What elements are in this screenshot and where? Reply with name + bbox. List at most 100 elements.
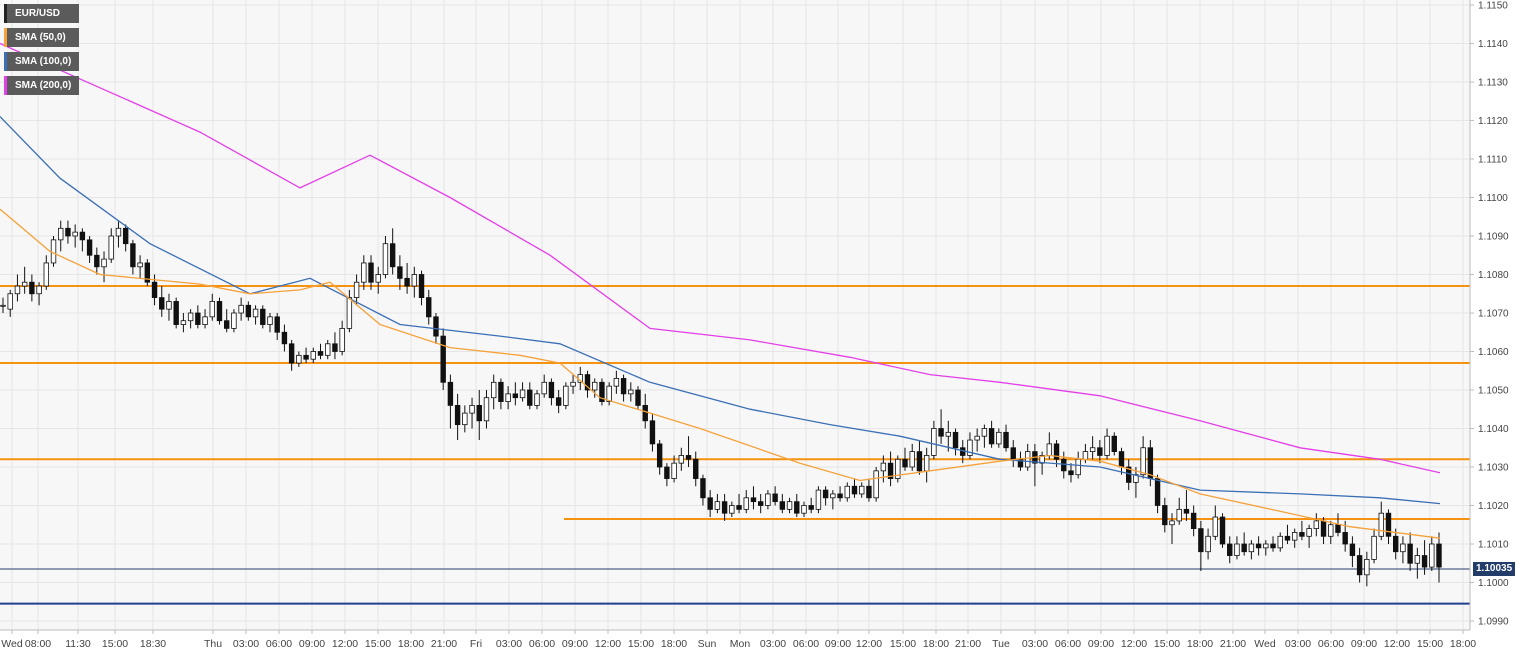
candle — [426, 289, 432, 325]
candle-body-bear — [94, 254, 100, 268]
candle-body-bull — [570, 381, 576, 387]
candle — [1291, 528, 1298, 548]
candle — [714, 493, 721, 514]
candle-body-bull — [714, 501, 721, 510]
candle — [837, 486, 843, 502]
candle — [483, 390, 490, 429]
candle-body-bull — [1291, 532, 1298, 541]
candle — [1190, 505, 1197, 537]
legend-item-sma-50[interactable]: SMA (50,0) — [4, 28, 80, 47]
candle-body-bear — [281, 331, 288, 345]
candle-body-bull — [923, 455, 930, 472]
x-tick-label: 06:00 — [793, 638, 819, 650]
candle-body-bear — [1393, 535, 1399, 553]
candle — [873, 467, 879, 502]
candle-body-bull — [1371, 535, 1377, 560]
candle-body-bear — [693, 458, 699, 479]
candle-body-bull — [1378, 512, 1384, 537]
legend-item-eurusd[interactable]: EUR/USD — [4, 4, 80, 23]
x-tick-label: 12:00 — [595, 638, 621, 650]
legend-item-sma-200[interactable]: SMA (200,0) — [4, 76, 80, 95]
candle-body-bull — [1205, 535, 1211, 553]
candle — [772, 486, 778, 506]
candle-body-bull — [325, 343, 331, 356]
candle — [851, 478, 858, 498]
candle-body-bear — [440, 335, 446, 383]
candle — [678, 447, 685, 471]
candle — [1371, 528, 1377, 564]
candle — [296, 351, 302, 367]
candle — [274, 313, 280, 340]
candle-body-bull — [1089, 447, 1096, 452]
candle-body-bear — [1219, 516, 1226, 545]
candle-body-bear — [988, 428, 995, 445]
candle-body-bear — [700, 478, 706, 499]
candle-body-bull — [483, 397, 490, 422]
candle — [548, 378, 555, 406]
candle-body-bull — [238, 304, 244, 314]
candle-body-bear — [151, 281, 158, 299]
candle-body-bull — [353, 281, 360, 299]
candle-body-bear — [649, 420, 656, 445]
candle-body-bear — [808, 505, 814, 510]
candle-body-bull — [310, 351, 316, 360]
candle — [1378, 501, 1384, 541]
candle — [967, 432, 973, 460]
sma-lines — [0, 42, 1441, 539]
candle — [238, 297, 244, 321]
candle — [584, 370, 591, 398]
candle — [130, 239, 136, 275]
candle — [1140, 436, 1146, 479]
candle — [1400, 536, 1406, 564]
candle — [541, 374, 547, 398]
candle — [317, 343, 324, 360]
x-tick-label: 03:00 — [496, 638, 522, 650]
candle-body-bear — [1342, 532, 1348, 545]
candle — [786, 497, 793, 514]
candle — [707, 490, 713, 518]
x-tick-label: 21:00 — [1220, 638, 1246, 650]
candle-body-bull — [137, 262, 143, 268]
candle-body-bull — [981, 428, 988, 437]
candle-body-bull — [72, 231, 78, 237]
candle-body-bull — [895, 458, 901, 479]
candle — [729, 501, 735, 518]
candle — [671, 455, 677, 483]
x-tick-label: 06:00 — [1318, 638, 1344, 650]
candle-body-bear — [938, 428, 944, 437]
candle — [519, 382, 526, 402]
candle — [1335, 513, 1341, 537]
y-tick-label: 1.1110 — [1478, 155, 1508, 166]
candle — [866, 478, 872, 502]
candle-body-bull — [592, 381, 598, 391]
candle-body-bull — [187, 312, 194, 322]
candle-body-bear — [952, 431, 959, 449]
candle-body-bull — [1364, 559, 1370, 576]
candle-body-bear — [29, 281, 35, 295]
legend-item-sma-100[interactable]: SMA (100,0) — [4, 52, 80, 71]
candle — [1306, 524, 1312, 548]
candle-body-bear — [584, 374, 591, 391]
candle-body-bull — [375, 274, 381, 283]
candle — [721, 493, 728, 521]
candle — [418, 270, 425, 306]
candle-body-bear — [260, 308, 266, 325]
candle — [1421, 540, 1428, 575]
candle — [1053, 440, 1060, 467]
y-tick-label: 1.1150 — [1478, 1, 1508, 12]
x-tick-label: 12:00 — [856, 638, 882, 650]
x-tick-label: Wed — [1, 638, 23, 650]
candle — [353, 274, 360, 306]
candle — [1089, 436, 1096, 460]
x-tick-label: 15:00 — [102, 638, 128, 650]
candle — [498, 378, 504, 410]
candle-body-bull — [1306, 528, 1312, 537]
candle — [1061, 451, 1067, 479]
candle-body-bear — [1270, 543, 1276, 549]
candle-body-bull — [7, 293, 13, 310]
candle-body-bear — [1299, 532, 1305, 537]
candle-body-bear — [916, 451, 923, 472]
candle-body-bull — [252, 308, 259, 318]
candle — [216, 297, 223, 325]
